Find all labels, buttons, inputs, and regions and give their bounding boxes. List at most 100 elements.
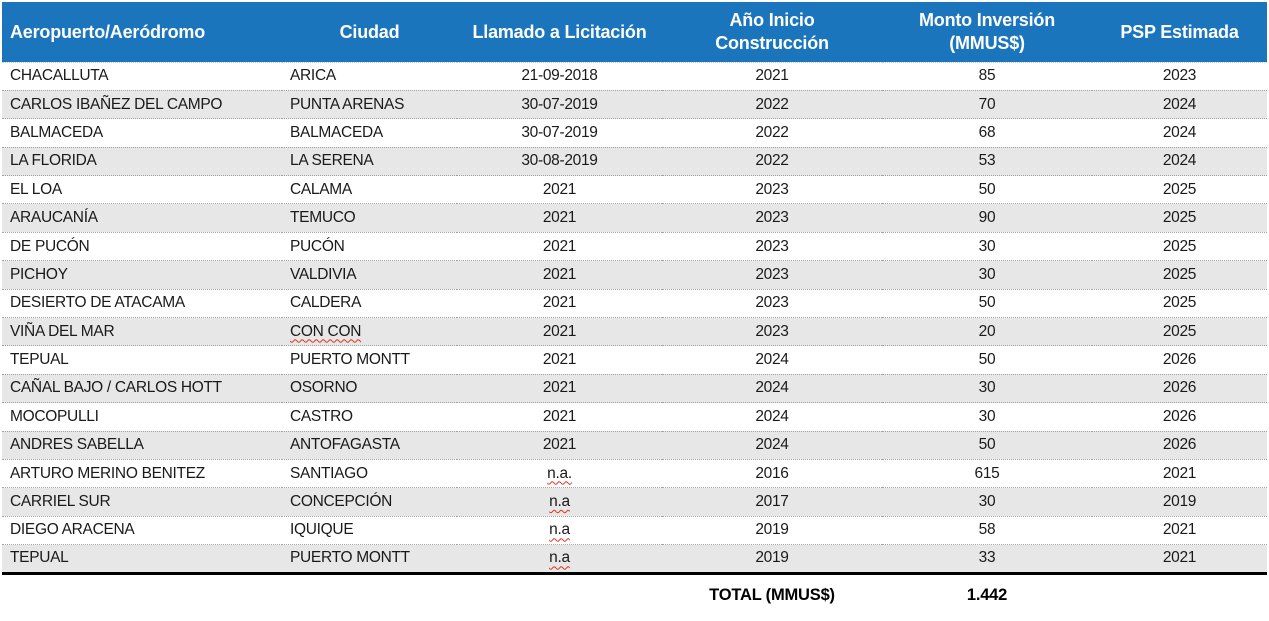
cell-psp: 2023 xyxy=(1092,62,1267,91)
cell-construction-start: 2016 xyxy=(662,459,882,489)
construction-start-year: 2024 xyxy=(755,379,789,397)
city-name: ARICA xyxy=(290,67,336,85)
cell-tender-date: 30-08-2019 xyxy=(457,147,662,177)
cell-construction-start: 2024 xyxy=(662,345,882,375)
construction-start-year: 2023 xyxy=(755,180,789,198)
city-name: PUCÓN xyxy=(290,237,345,255)
cell-investment: 58 xyxy=(882,516,1092,546)
construction-start-year: 2023 xyxy=(755,265,789,283)
cell-construction-start: 2024 xyxy=(662,374,882,404)
cell-construction-start: 2022 xyxy=(662,90,882,120)
psp-year: 2024 xyxy=(1162,152,1197,170)
psp-year: 2025 xyxy=(1162,265,1197,283)
cell-investment: 85 xyxy=(882,62,1092,91)
cell-investment: 50 xyxy=(882,345,1092,375)
investment-amount: 50 xyxy=(978,180,996,198)
cell-airport: ARAUCANÍA xyxy=(2,203,282,233)
tender-date: n.a xyxy=(549,493,570,511)
cell-city: CALDERA xyxy=(282,289,457,319)
airport-name: DESIERTO DE ATACAMA xyxy=(10,294,185,312)
table-row: BALMACEDA BALMACEDA 30-07-2019 2022 68 2… xyxy=(2,118,1267,148)
cell-psp: 2019 xyxy=(1092,487,1267,517)
table-row: TEPUAL PUERTO MONTT n.a 2019 33 2021 xyxy=(2,544,1267,574)
cell-construction-start: 2023 xyxy=(662,232,882,262)
construction-start-year: 2024 xyxy=(755,407,789,425)
cell-city: ARICA xyxy=(282,62,457,91)
cell-construction-start: 2023 xyxy=(662,203,882,233)
table-row: DE PUCÓN PUCÓN 2021 2023 30 2025 xyxy=(2,232,1267,262)
cell-city: CONCEPCIÓN xyxy=(282,487,457,517)
construction-start-year: 2024 xyxy=(755,351,789,369)
construction-start-year: 2022 xyxy=(755,95,789,113)
cell-investment: 50 xyxy=(882,289,1092,319)
table-row: DESIERTO DE ATACAMA CALDERA 2021 2023 50… xyxy=(2,289,1267,319)
cell-psp: 2025 xyxy=(1092,289,1267,319)
cell-tender-date: 2021 xyxy=(457,431,662,460)
cell-city: OSORNO xyxy=(282,374,457,404)
investment-amount: 58 xyxy=(978,521,996,539)
cell-construction-start: 2023 xyxy=(662,317,882,347)
cell-psp: 2026 xyxy=(1092,402,1267,432)
cell-city: VALDIVIA xyxy=(282,260,457,290)
cell-airport: BALMACEDA xyxy=(2,118,282,148)
cell-construction-start: 2023 xyxy=(662,175,882,205)
cell-psp: 2025 xyxy=(1092,232,1267,262)
city-name: CALAMA xyxy=(290,180,352,198)
city-name: IQUIQUE xyxy=(290,521,354,539)
tender-date: 2021 xyxy=(542,237,577,255)
airport-name: CHACALLUTA xyxy=(10,67,109,85)
investment-amount: 615 xyxy=(974,464,1000,482)
table-row: MOCOPULLI CASTRO 2021 2024 30 2026 xyxy=(2,402,1267,432)
cell-tender-date: n.a xyxy=(457,487,662,517)
airport-name: DE PUCÓN xyxy=(10,237,90,255)
cell-airport: ARTURO MERINO BENITEZ xyxy=(2,459,282,489)
tender-date: n.a xyxy=(549,521,570,539)
city-name: PUERTO MONTT xyxy=(290,549,410,567)
cell-psp: 2026 xyxy=(1092,431,1267,460)
table-row: CHACALLUTA ARICA 21-09-2018 2021 85 2023 xyxy=(2,62,1267,91)
cell-airport: CHACALLUTA xyxy=(2,62,282,91)
cell-tender-date: 2021 xyxy=(457,260,662,290)
cell-tender-date: 2021 xyxy=(457,374,662,404)
investment-amount: 20 xyxy=(978,322,996,340)
cell-tender-date: 2021 xyxy=(457,402,662,432)
cell-city: PUERTO MONTT xyxy=(282,345,457,375)
construction-start-year: 2023 xyxy=(755,294,789,312)
investment-amount: 30 xyxy=(978,265,996,283)
total-label-cell: TOTAL (MMUS$) xyxy=(662,571,882,618)
cell-tender-date: 2021 xyxy=(457,232,662,262)
psp-year: 2026 xyxy=(1162,407,1197,425)
cell-investment: 30 xyxy=(882,260,1092,290)
column-header-label: Año Inicio Construcción xyxy=(715,10,829,53)
column-header-label: Aeropuerto/Aeródromo xyxy=(10,21,206,42)
cell-psp: 2025 xyxy=(1092,203,1267,233)
cell-investment: 70 xyxy=(882,90,1092,120)
psp-year: 2026 xyxy=(1162,436,1197,454)
tender-date: 2021 xyxy=(542,379,577,397)
tender-date: 2021 xyxy=(542,322,577,340)
cell-tender-date: 30-07-2019 xyxy=(457,118,662,148)
airport-name: ARTURO MERINO BENITEZ xyxy=(10,464,205,482)
tender-date: n.a. xyxy=(547,464,572,482)
column-header-label: PSP Estimada xyxy=(1120,21,1239,42)
tender-date: 2021 xyxy=(542,436,577,454)
table-row: CARRIEL SUR CONCEPCIÓN n.a 2017 30 2019 xyxy=(2,487,1267,517)
cell-psp: 2025 xyxy=(1092,317,1267,347)
table-row: ARAUCANÍA TEMUCO 2021 2023 90 2025 xyxy=(2,203,1267,233)
cell-airport: CAÑAL BAJO / CARLOS HOTT xyxy=(2,374,282,404)
airport-name: CARRIEL SUR xyxy=(10,493,111,511)
cell-investment: 615 xyxy=(882,459,1092,489)
cell-tender-date: 30-07-2019 xyxy=(457,90,662,120)
investment-amount: 85 xyxy=(978,67,996,85)
city-name: CASTRO xyxy=(290,407,353,425)
cell-investment: 50 xyxy=(882,431,1092,460)
cell-investment: 33 xyxy=(882,544,1092,574)
cell-investment: 30 xyxy=(882,232,1092,262)
cell-construction-start: 2022 xyxy=(662,147,882,177)
tender-date: 2021 xyxy=(542,180,577,198)
table-row: CARLOS IBAÑEZ DEL CAMPO PUNTA ARENAS 30-… xyxy=(2,90,1267,120)
table-row: ANDRES SABELLA ANTOFAGASTA 2021 2024 50 … xyxy=(2,431,1267,460)
cell-psp: 2021 xyxy=(1092,459,1267,489)
airport-name: BALMACEDA xyxy=(10,123,103,141)
cell-psp: 2024 xyxy=(1092,147,1267,177)
